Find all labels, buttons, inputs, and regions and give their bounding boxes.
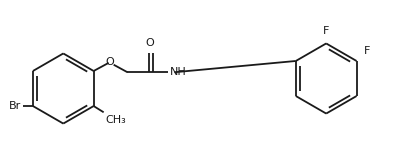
- Text: O: O: [105, 57, 114, 67]
- Text: F: F: [363, 46, 369, 56]
- Text: NH: NH: [170, 67, 186, 77]
- Text: Br: Br: [9, 101, 21, 111]
- Text: F: F: [322, 26, 328, 36]
- Text: O: O: [145, 38, 153, 48]
- Text: CH₃: CH₃: [105, 115, 126, 125]
